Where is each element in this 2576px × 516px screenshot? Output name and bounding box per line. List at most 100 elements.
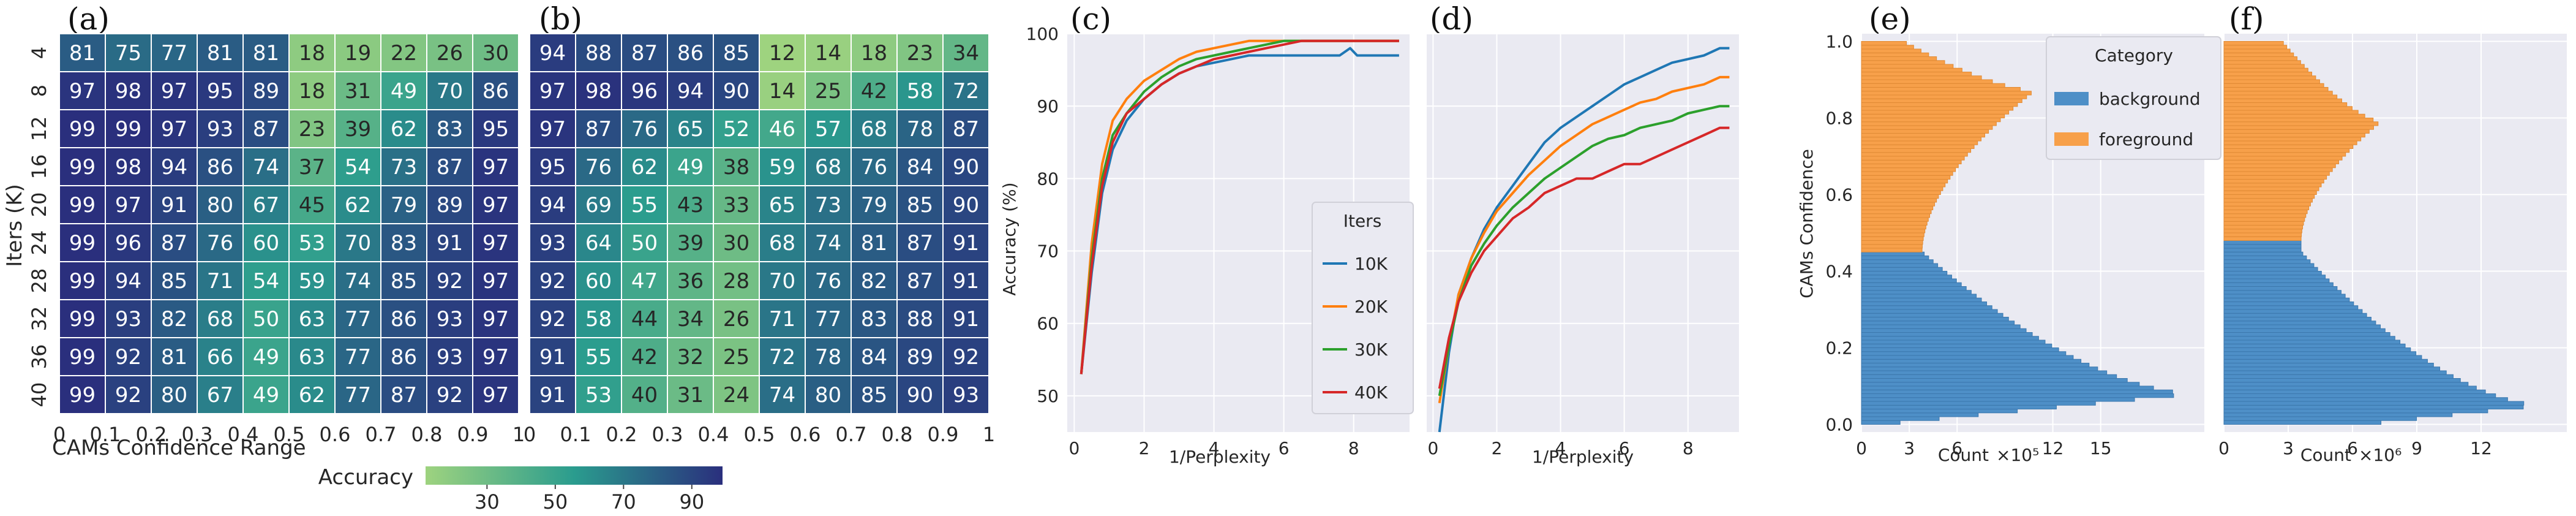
hist-e-bar-background bbox=[1861, 302, 1988, 306]
heat-b-value: 68 bbox=[861, 117, 887, 142]
heat-a-xtick: 0.3 bbox=[182, 423, 213, 446]
line-d-xtick: 0 bbox=[1427, 438, 1438, 458]
heatmap-b-axes: 0 0.1 0.2 0.3 0.4 0.5 0.6 0.7 0.8 0.9 1 bbox=[524, 423, 995, 446]
line-chart-d: 0 2 4 6 8 bbox=[1427, 33, 1739, 458]
hist-f-bar-foreground bbox=[2223, 202, 2311, 207]
heat-a-value: 95 bbox=[207, 79, 233, 104]
hist-f-bar-background bbox=[2223, 332, 2390, 337]
hist-e-bar-foreground bbox=[1861, 186, 1943, 191]
heat-a-value: 66 bbox=[207, 345, 233, 370]
heat-a-ytick: 8 bbox=[28, 85, 51, 97]
heat-b-cell bbox=[805, 337, 852, 376]
heat-a-cell bbox=[151, 109, 198, 148]
heat-a-value: 49 bbox=[391, 79, 417, 104]
heat-a-value: 67 bbox=[207, 383, 233, 408]
heat-a-value: 49 bbox=[253, 345, 279, 370]
heat-b-value: 95 bbox=[539, 155, 566, 180]
hist-f-xlabel-multiplier: ×10⁶ bbox=[2359, 445, 2401, 465]
hist-e-bar-foreground bbox=[1861, 79, 1993, 84]
heat-b-value: 23 bbox=[907, 41, 933, 66]
heat-a-value: 94 bbox=[161, 155, 187, 180]
hist-f-xtick: 9 bbox=[2411, 438, 2422, 458]
heat-a-value: 30 bbox=[483, 41, 509, 66]
heat-a-cell bbox=[105, 109, 152, 148]
heat-b-value: 49 bbox=[677, 155, 704, 180]
heat-a-value: 77 bbox=[345, 383, 371, 408]
hist-e-bar-foreground bbox=[1861, 240, 1923, 245]
heat-b-cell bbox=[759, 223, 806, 262]
hist-e-bar-background bbox=[1861, 393, 2174, 398]
hist-f-bar-foreground bbox=[2223, 221, 2304, 226]
heat-b-cell bbox=[805, 33, 852, 72]
heat-b-cell bbox=[942, 223, 989, 262]
hist-f-bar-foreground bbox=[2223, 91, 2333, 96]
heat-a-value: 93 bbox=[207, 117, 233, 142]
heat-a-value: 53 bbox=[299, 231, 325, 256]
heat-a-value: 81 bbox=[253, 41, 279, 66]
heat-b-value: 58 bbox=[907, 79, 933, 104]
heat-a-value: 97 bbox=[161, 117, 187, 142]
heat-a-value: 70 bbox=[437, 79, 463, 104]
colorbar: Accuracy 30 50 70 90 bbox=[318, 465, 723, 514]
hist-e-bar-foreground bbox=[1861, 179, 1948, 184]
heat-b-xtick: 0.3 bbox=[652, 423, 683, 446]
heat-a-value: 76 bbox=[207, 231, 233, 256]
hist-e-bar-foreground bbox=[1861, 144, 1975, 149]
hist-f-xtick: 6 bbox=[2347, 438, 2358, 458]
heat-b-value: 55 bbox=[631, 193, 658, 218]
heat-b-xtick: 0.4 bbox=[698, 423, 729, 446]
heat-a-value: 95 bbox=[483, 117, 509, 142]
heat-b-value: 79 bbox=[861, 193, 887, 218]
heat-a-cell bbox=[242, 185, 290, 224]
heat-a-cell bbox=[288, 185, 336, 224]
hist-f-bar-foreground bbox=[2223, 129, 2370, 134]
heat-a-value: 86 bbox=[483, 79, 509, 104]
hist-e-bar-background bbox=[1861, 256, 1929, 260]
heat-b-value: 14 bbox=[769, 79, 795, 104]
heat-a-value: 99 bbox=[69, 193, 96, 218]
heat-a-value: 93 bbox=[437, 345, 463, 370]
heat-b-value: 85 bbox=[723, 41, 749, 66]
hist-e-bar-background bbox=[1861, 351, 2067, 356]
heat-a-cell bbox=[288, 299, 336, 338]
heat-a-cell bbox=[380, 375, 427, 414]
heat-a-value: 49 bbox=[253, 383, 279, 408]
heat-a-cell bbox=[288, 71, 336, 110]
hist-e-ytick: 1.0 bbox=[1825, 32, 1853, 52]
heat-a-cell bbox=[105, 71, 152, 110]
hist-e-bar-foreground bbox=[1861, 221, 1928, 226]
heat-b-cell bbox=[805, 71, 852, 110]
heat-b-value: 44 bbox=[631, 307, 658, 332]
heat-b-value: 94 bbox=[539, 41, 566, 66]
heat-b-cell bbox=[575, 261, 622, 300]
heat-a-cell bbox=[380, 185, 427, 224]
hist-e-bar-foreground bbox=[1861, 75, 1982, 80]
heat-a-cell bbox=[426, 337, 473, 376]
hist-e-xtick: 6 bbox=[1951, 438, 1962, 458]
heat-a-value: 62 bbox=[299, 383, 325, 408]
hist-e-xlabel-multiplier: ×10⁵ bbox=[1996, 445, 2039, 465]
heat-a-xtick: 1 bbox=[513, 423, 525, 446]
heat-b-value: 80 bbox=[815, 383, 841, 408]
hist-e-bar-foreground bbox=[1861, 225, 1926, 230]
hist-e-bar-background bbox=[1861, 321, 2015, 325]
heat-b-value: 25 bbox=[723, 345, 749, 370]
hist-e-bar-foreground bbox=[1861, 45, 1914, 50]
heat-b-value: 93 bbox=[953, 383, 979, 408]
hist-f-bar-background bbox=[2223, 256, 2307, 260]
legend-c-entry-40K: 40K bbox=[1354, 382, 1388, 403]
hist-f-bar-foreground bbox=[2223, 140, 2357, 145]
hist-f-bar-background bbox=[2223, 389, 2486, 394]
heat-a-cell bbox=[288, 147, 336, 186]
heat-a-cell bbox=[334, 109, 381, 148]
heat-a-value: 39 bbox=[345, 117, 371, 142]
heat-a-xtick: 0.1 bbox=[90, 423, 121, 446]
heat-b-cell bbox=[621, 109, 668, 148]
hist-f-bar-foreground bbox=[2223, 148, 2350, 153]
heat-a-value: 94 bbox=[115, 269, 141, 294]
heat-a-ytick: 4 bbox=[28, 47, 51, 59]
legend-e-swatch-background bbox=[2054, 92, 2089, 105]
heat-b-value: 91 bbox=[953, 269, 979, 294]
legend-c-items: 10K 20K 30K 40K bbox=[1323, 254, 1388, 403]
hist-e-bar-background bbox=[1861, 313, 2003, 317]
